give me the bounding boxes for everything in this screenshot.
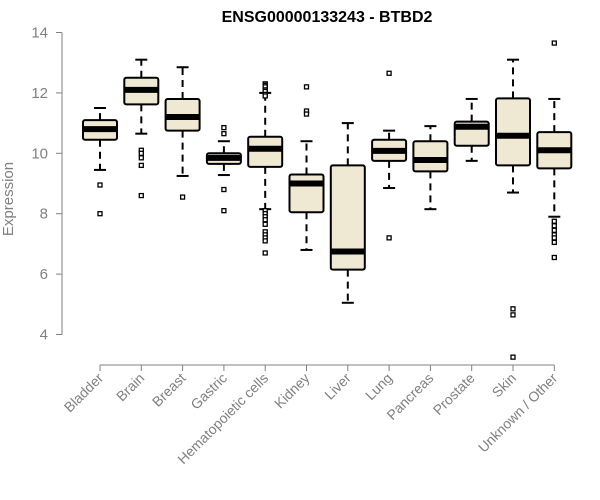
- outlier-point: [551, 218, 557, 224]
- outlier-point: [510, 306, 516, 312]
- outlier-point: [221, 131, 227, 137]
- y-axis: 4 6 8 10 12 14: [31, 25, 63, 344]
- outlier-point: [262, 221, 268, 227]
- outlier-point: [221, 186, 227, 193]
- outlier-point: [221, 208, 227, 214]
- y-tick-label: 4: [40, 327, 48, 344]
- x-tick-label: Prostate: [430, 370, 478, 418]
- outlier-point: [262, 238, 268, 244]
- outlier-point: [138, 150, 144, 156]
- outlier-point: [551, 40, 557, 46]
- y-tick-label: 8: [40, 206, 48, 223]
- outlier-point: [551, 254, 557, 261]
- box-skin: [495, 58, 531, 360]
- box-iqr: [495, 97, 531, 167]
- outlier-point: [97, 211, 103, 217]
- outlier-point: [551, 227, 557, 233]
- outlier-point: [97, 182, 103, 188]
- outlier-point: [386, 235, 392, 241]
- box-breast: [164, 66, 201, 200]
- box-bladder: [82, 107, 118, 217]
- outlier-point: [510, 354, 516, 360]
- x-tick-label: Skin: [489, 370, 520, 401]
- box-gastric: [205, 124, 242, 214]
- outlier-point: [138, 192, 144, 199]
- outlier-point: [138, 155, 144, 161]
- y-tick-label: 6: [40, 266, 48, 283]
- outlier-point: [262, 250, 268, 256]
- box-pancreas: [412, 125, 449, 211]
- box-iqr: [329, 164, 366, 271]
- y-axis-label: Expression: [0, 162, 17, 236]
- y-tick-label: 12: [31, 85, 48, 102]
- outlier-point: [551, 235, 557, 241]
- x-tick-label: Brain: [113, 370, 147, 404]
- x-tick-label: Kidney: [271, 370, 313, 412]
- box-liver: [329, 122, 366, 304]
- boxes-group: [82, 40, 573, 360]
- outlier-point: [510, 312, 516, 318]
- box-iqr: [288, 173, 325, 214]
- outlier-point: [138, 162, 144, 169]
- x-tick-label: Lung: [362, 370, 395, 403]
- outlier-point: [303, 84, 310, 90]
- outlier-point: [221, 124, 227, 131]
- box-unknown-other: [536, 40, 573, 261]
- outlier-point: [386, 70, 392, 76]
- outlier-point: [303, 111, 310, 117]
- x-tick-label: Liver: [321, 370, 354, 403]
- outlier-point: [262, 93, 268, 99]
- box-iqr: [412, 140, 449, 173]
- outlier-point: [262, 217, 268, 223]
- y-tick-label: 10: [31, 145, 48, 162]
- box-brain: [123, 58, 160, 199]
- outlier-point: [551, 239, 557, 246]
- box-prostate: [453, 97, 490, 162]
- outlier-point: [179, 194, 186, 200]
- box-iqr: [247, 135, 284, 168]
- x-tick-label: Bladder: [61, 370, 107, 416]
- box-hematopoietic-cells: [247, 81, 284, 256]
- outlier-point: [551, 223, 557, 229]
- box-lung: [371, 70, 408, 241]
- chart-title: ENSG00000133243 - BTBD2: [222, 9, 433, 26]
- y-tick-label: 14: [31, 25, 48, 42]
- x-tick-label: Breast: [149, 370, 189, 410]
- box-kidney: [288, 84, 325, 251]
